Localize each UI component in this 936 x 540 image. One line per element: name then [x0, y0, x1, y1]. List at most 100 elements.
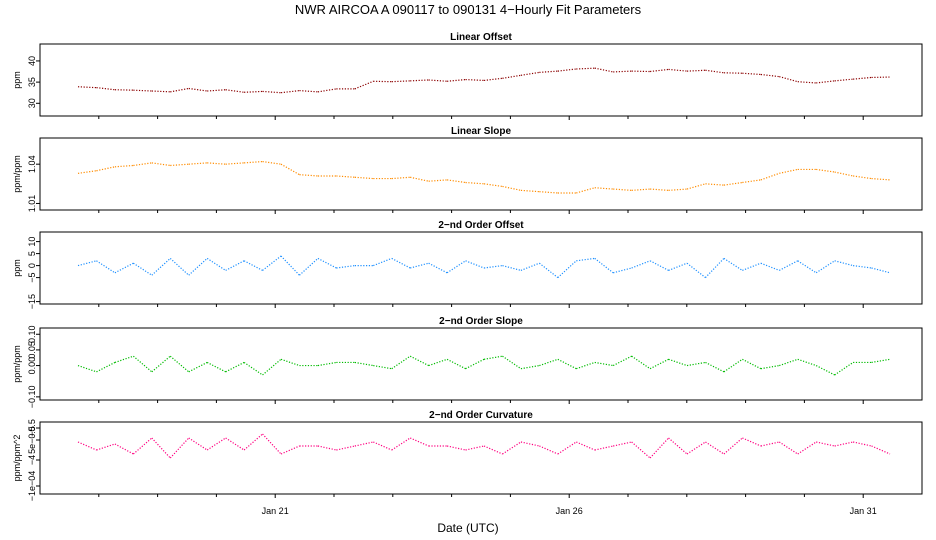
panel-3-segment [391, 257, 411, 269]
panel-2-segment [723, 181, 743, 186]
panel-5-ytick-label: 5e−0.5 [27, 426, 37, 454]
panel-2-segment [77, 170, 97, 174]
panel-1-segment [391, 80, 411, 83]
panel-2-segment [483, 183, 503, 188]
panel-3-ytick-label: −5 [27, 272, 37, 282]
panel-1-segment [447, 78, 466, 82]
panel-3-segment [594, 257, 614, 274]
panel-4-segment [576, 361, 595, 370]
panel-1-segment [539, 70, 558, 73]
panel-3-segment [649, 260, 669, 271]
panel-5-segment [169, 437, 190, 459]
panel-4-segment [742, 358, 762, 370]
panel-2-segment [502, 185, 522, 191]
panel-1-segment [594, 67, 614, 73]
x-tick-label: Jan 21 [262, 506, 289, 516]
panel-1-frame [39, 43, 923, 117]
panel-2-ytick-label: 1.04 [27, 155, 37, 173]
panel-2-segment [465, 181, 485, 185]
panel-5-segment [354, 441, 374, 447]
panel-3-segment [151, 257, 171, 276]
panel-5-segment [816, 441, 835, 447]
panel-1-segment [465, 78, 485, 82]
panel-2-ylabel: ppm/ppm [12, 155, 22, 193]
panel-3-segment [410, 262, 429, 269]
panel-2-segment [410, 176, 429, 182]
panel-5-segment [114, 443, 134, 455]
panel-1-segment [170, 87, 189, 93]
panel-1-segment [317, 88, 337, 93]
panel-4-segment [188, 361, 208, 373]
panel-4-segment [834, 361, 854, 376]
panel-1-segment [686, 69, 706, 72]
panel-4-segment [465, 358, 485, 370]
panel-3-segment [538, 262, 559, 279]
panel-5-segment [262, 433, 282, 455]
panel-3-segment [77, 260, 97, 267]
panel-2-segment [391, 176, 411, 180]
panel-2-segment [225, 162, 245, 165]
panel-3-segment [557, 260, 577, 279]
panel-2-segment [742, 179, 761, 184]
panel-3-segment [336, 265, 355, 269]
panel-4-segment [151, 355, 171, 373]
panel-2-segment [262, 160, 282, 165]
panel-3-segment [705, 257, 725, 279]
panel-4-segment [206, 361, 226, 373]
panel-5-segment [723, 437, 743, 455]
panel-4-ytick-label: −0.10 [27, 385, 37, 408]
panel-3-segment [96, 260, 116, 274]
panel-1-segment [779, 76, 798, 83]
panel-1 [36, 43, 923, 120]
panel-4-segment [409, 355, 429, 367]
panel-1-segment [96, 87, 115, 91]
panel-5-segment [391, 437, 411, 451]
panel-1-segment [207, 89, 226, 92]
panel-5-segment [649, 437, 669, 459]
panel-4-ytick-label: 0.05 [27, 341, 37, 359]
panel-3-segment [206, 257, 226, 271]
panel-1-segment [133, 89, 152, 92]
panel-5-ytick-label: −1e−04 [27, 471, 37, 502]
panel-2-segment [816, 168, 835, 173]
panel-2-segment [539, 191, 558, 194]
panel-4-segment [520, 364, 540, 370]
panel-3-segment [299, 257, 319, 276]
panel-5-segment [243, 433, 263, 451]
panel-2-segment [336, 175, 355, 178]
panel-4-series [77, 355, 891, 376]
panel-2-segment [576, 187, 595, 194]
panel-5-segment [742, 437, 762, 447]
panel-1-segment [428, 79, 448, 82]
panel-3-segment [114, 262, 134, 274]
panel-1-segment [520, 71, 540, 76]
panel-1-segment [77, 86, 97, 89]
panel-3-segment [871, 267, 891, 274]
panel-4-frame [39, 327, 923, 401]
panel-5-segment [465, 445, 485, 451]
panel-5 [36, 421, 923, 498]
panel-1-segment [742, 72, 761, 76]
panel-4-segment [132, 355, 153, 373]
panel-3-ylabel: ppm [12, 259, 22, 277]
panel-1-segment [797, 81, 817, 84]
panel-2-segment [668, 188, 688, 191]
panel-3-segment [188, 257, 208, 276]
panel-5-segment [483, 445, 503, 455]
panel-3-segment [778, 260, 799, 271]
panel-5-segment [502, 441, 522, 455]
panel-1-segment [502, 74, 522, 79]
panel-3-segment [225, 260, 245, 271]
panel-5-segment [96, 443, 116, 451]
panel-2-segment [613, 188, 632, 191]
panel-5-segment [686, 441, 706, 455]
panel-5-segment [336, 445, 355, 451]
panel-3-segment [520, 262, 540, 271]
panel-1-ytick-label: 40 [27, 56, 37, 66]
panel-4-segment [686, 361, 706, 367]
panel-2-segment [188, 162, 208, 165]
panel-5-ytick-label: −0.5 [27, 419, 37, 437]
panel-1-segment [816, 80, 835, 84]
chart-title: NWR AIRCOA A 090117 to 090131 4−Hourly F… [295, 2, 642, 17]
panel-5-segment [188, 437, 208, 451]
